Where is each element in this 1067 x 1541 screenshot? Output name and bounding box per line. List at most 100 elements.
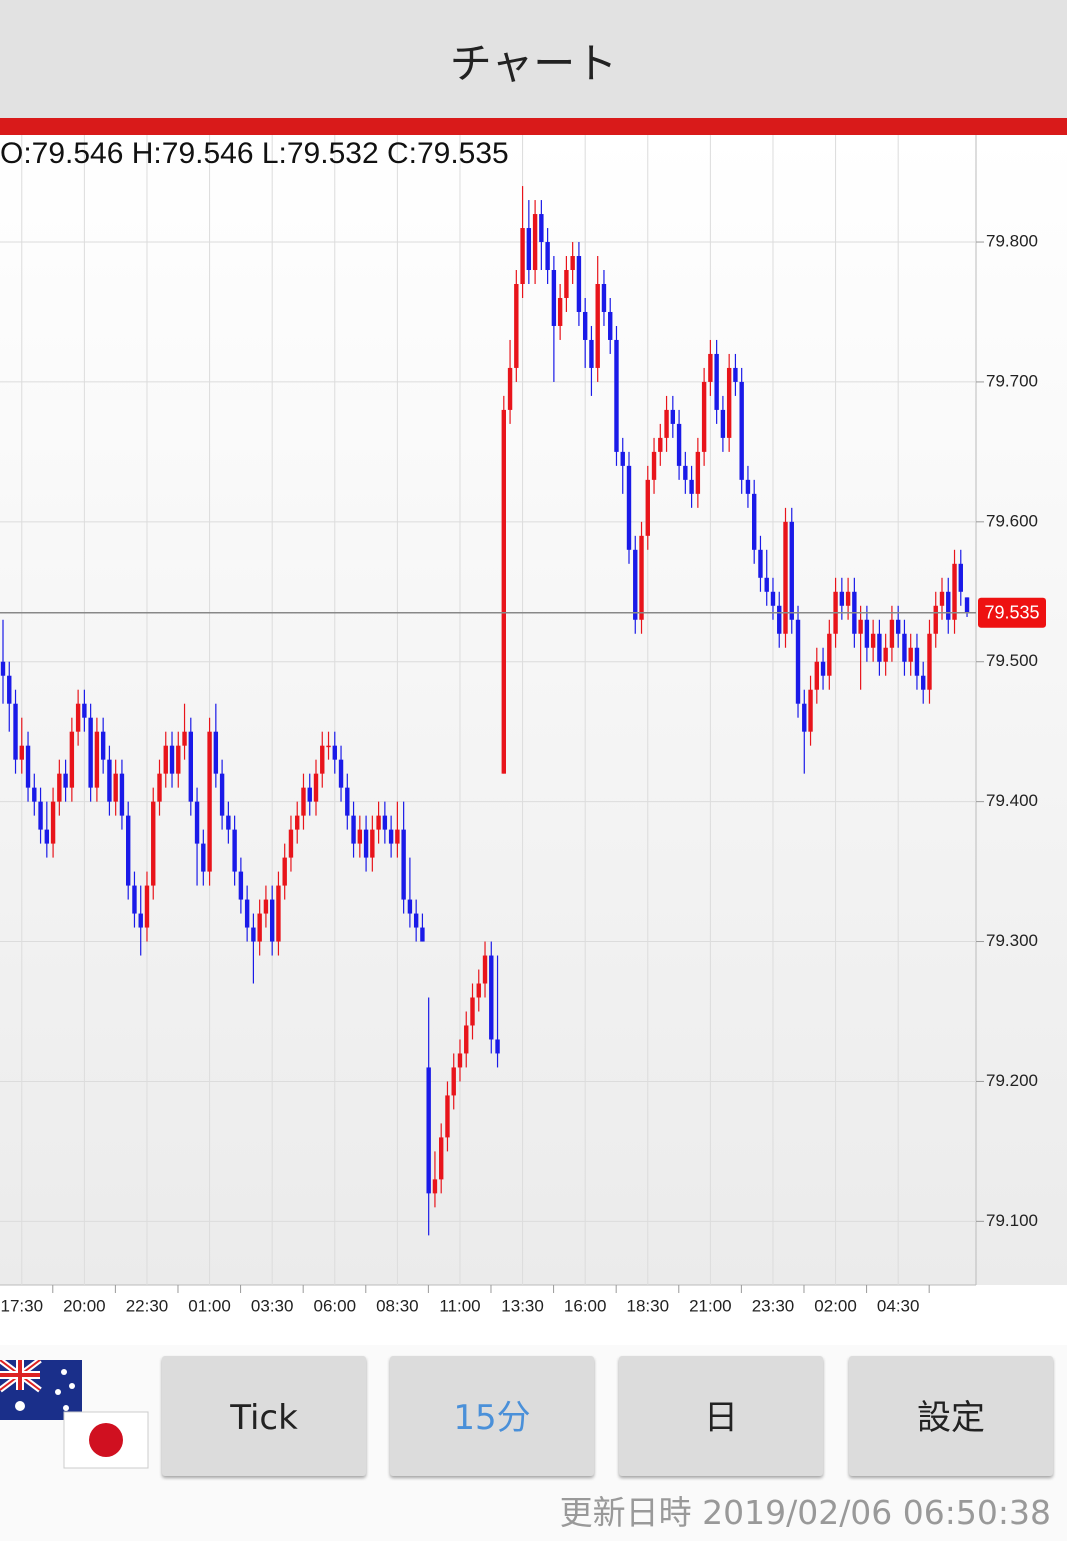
candle-body	[689, 479, 694, 494]
candle-body	[213, 731, 219, 774]
title-bar: チャート	[0, 0, 1067, 118]
candle-body	[107, 759, 112, 802]
candle-body	[764, 577, 769, 592]
candle-body	[958, 563, 963, 592]
settings-button[interactable]: 設定	[849, 1356, 1053, 1476]
candle-body	[946, 591, 951, 620]
candle-body	[839, 591, 845, 606]
candle-body	[445, 1095, 450, 1138]
candle-body	[113, 773, 118, 802]
candle-body	[526, 228, 532, 271]
candle-body	[13, 703, 18, 760]
candle-body	[582, 311, 588, 340]
candle-body	[614, 339, 619, 452]
candle-body	[858, 619, 863, 634]
candle-body	[382, 815, 388, 830]
candle-body	[758, 549, 763, 578]
x-tick-label: 23:30	[752, 1296, 795, 1315]
candle-body	[570, 256, 575, 271]
candle-body	[789, 521, 794, 620]
candle-body	[426, 1067, 431, 1194]
time-axis-background	[0, 1285, 1067, 1345]
candle-body	[720, 409, 726, 438]
x-tick-label: 02:00	[814, 1296, 857, 1315]
candle-body	[783, 521, 788, 634]
candle-body	[219, 773, 225, 816]
candle-body	[676, 423, 682, 466]
candle-body	[501, 409, 506, 774]
tick-button[interactable]: Tick	[162, 1356, 366, 1476]
candle-body	[482, 955, 488, 984]
candle-body	[439, 1137, 444, 1180]
candle-body	[295, 815, 300, 830]
candle-body	[476, 983, 481, 998]
candle-body	[376, 815, 381, 830]
plot-background	[0, 135, 1067, 1285]
candle-body	[589, 339, 594, 368]
15min-button[interactable]: 15分	[390, 1356, 594, 1476]
ohlc-label: O:79.546 H:79.546 L:79.532 C:79.535	[0, 137, 509, 170]
candle-body	[964, 597, 970, 613]
candle-body	[357, 829, 363, 844]
candle-body	[263, 899, 269, 914]
candle-body	[645, 479, 650, 536]
candle-body	[695, 451, 701, 494]
candle-body	[802, 703, 807, 732]
candle-body	[921, 675, 926, 690]
candle-body	[733, 367, 738, 382]
candle-body	[151, 801, 156, 886]
y-tick-label: 79.300	[986, 931, 1038, 950]
candle-body	[395, 829, 400, 844]
candle-body	[132, 885, 137, 914]
candle-body	[457, 1053, 463, 1068]
candle-body	[626, 465, 632, 550]
candle-body	[601, 283, 607, 312]
candle-body	[557, 297, 563, 326]
candle-body	[0, 661, 6, 676]
candle-body	[332, 745, 337, 760]
candle-body	[670, 409, 676, 424]
candle-body	[564, 270, 569, 298]
candle-body	[658, 437, 663, 452]
candle-body	[370, 829, 375, 858]
candle-body	[326, 745, 331, 748]
candle-body	[464, 1025, 469, 1054]
candle-body	[745, 479, 751, 494]
candle-body	[351, 815, 356, 844]
candle-body	[388, 829, 394, 844]
candle-body	[814, 661, 819, 690]
candle-body	[282, 857, 287, 886]
candle-body	[138, 913, 143, 928]
daily-button[interactable]: 日	[619, 1356, 823, 1476]
candle-body	[532, 214, 538, 271]
candle-body	[752, 493, 757, 550]
candle-body	[889, 619, 895, 648]
candle-body	[952, 563, 957, 620]
candle-body	[914, 647, 920, 676]
candle-body	[933, 605, 938, 634]
candle-body	[902, 633, 907, 662]
currency-flags	[0, 1360, 149, 1469]
candle-body	[201, 843, 206, 872]
y-tick-label: 79.500	[986, 651, 1038, 670]
candle-body	[927, 633, 932, 690]
candle-body	[576, 256, 582, 312]
candle-body	[50, 801, 56, 844]
y-tick-label: 79.800	[986, 232, 1038, 251]
candle-body	[401, 829, 406, 900]
candle-body	[194, 801, 200, 844]
candle-body	[633, 549, 638, 620]
candle-body	[545, 242, 550, 271]
candle-body	[420, 927, 425, 942]
candle-body	[169, 745, 175, 774]
candle-body	[608, 311, 613, 340]
x-tick-label: 17:30	[1, 1296, 44, 1315]
y-tick-label: 79.400	[986, 791, 1038, 810]
candle-body	[739, 381, 744, 480]
chart: 17:30 20:00 22:30 01:00 03:30 06:00 08:30 11:00…	[0, 135, 1067, 1345]
candle-body	[226, 815, 231, 830]
x-tick-label: 04:30	[877, 1296, 920, 1315]
candle-body	[44, 829, 50, 844]
candle-body	[845, 591, 851, 606]
candle-body	[795, 619, 801, 704]
